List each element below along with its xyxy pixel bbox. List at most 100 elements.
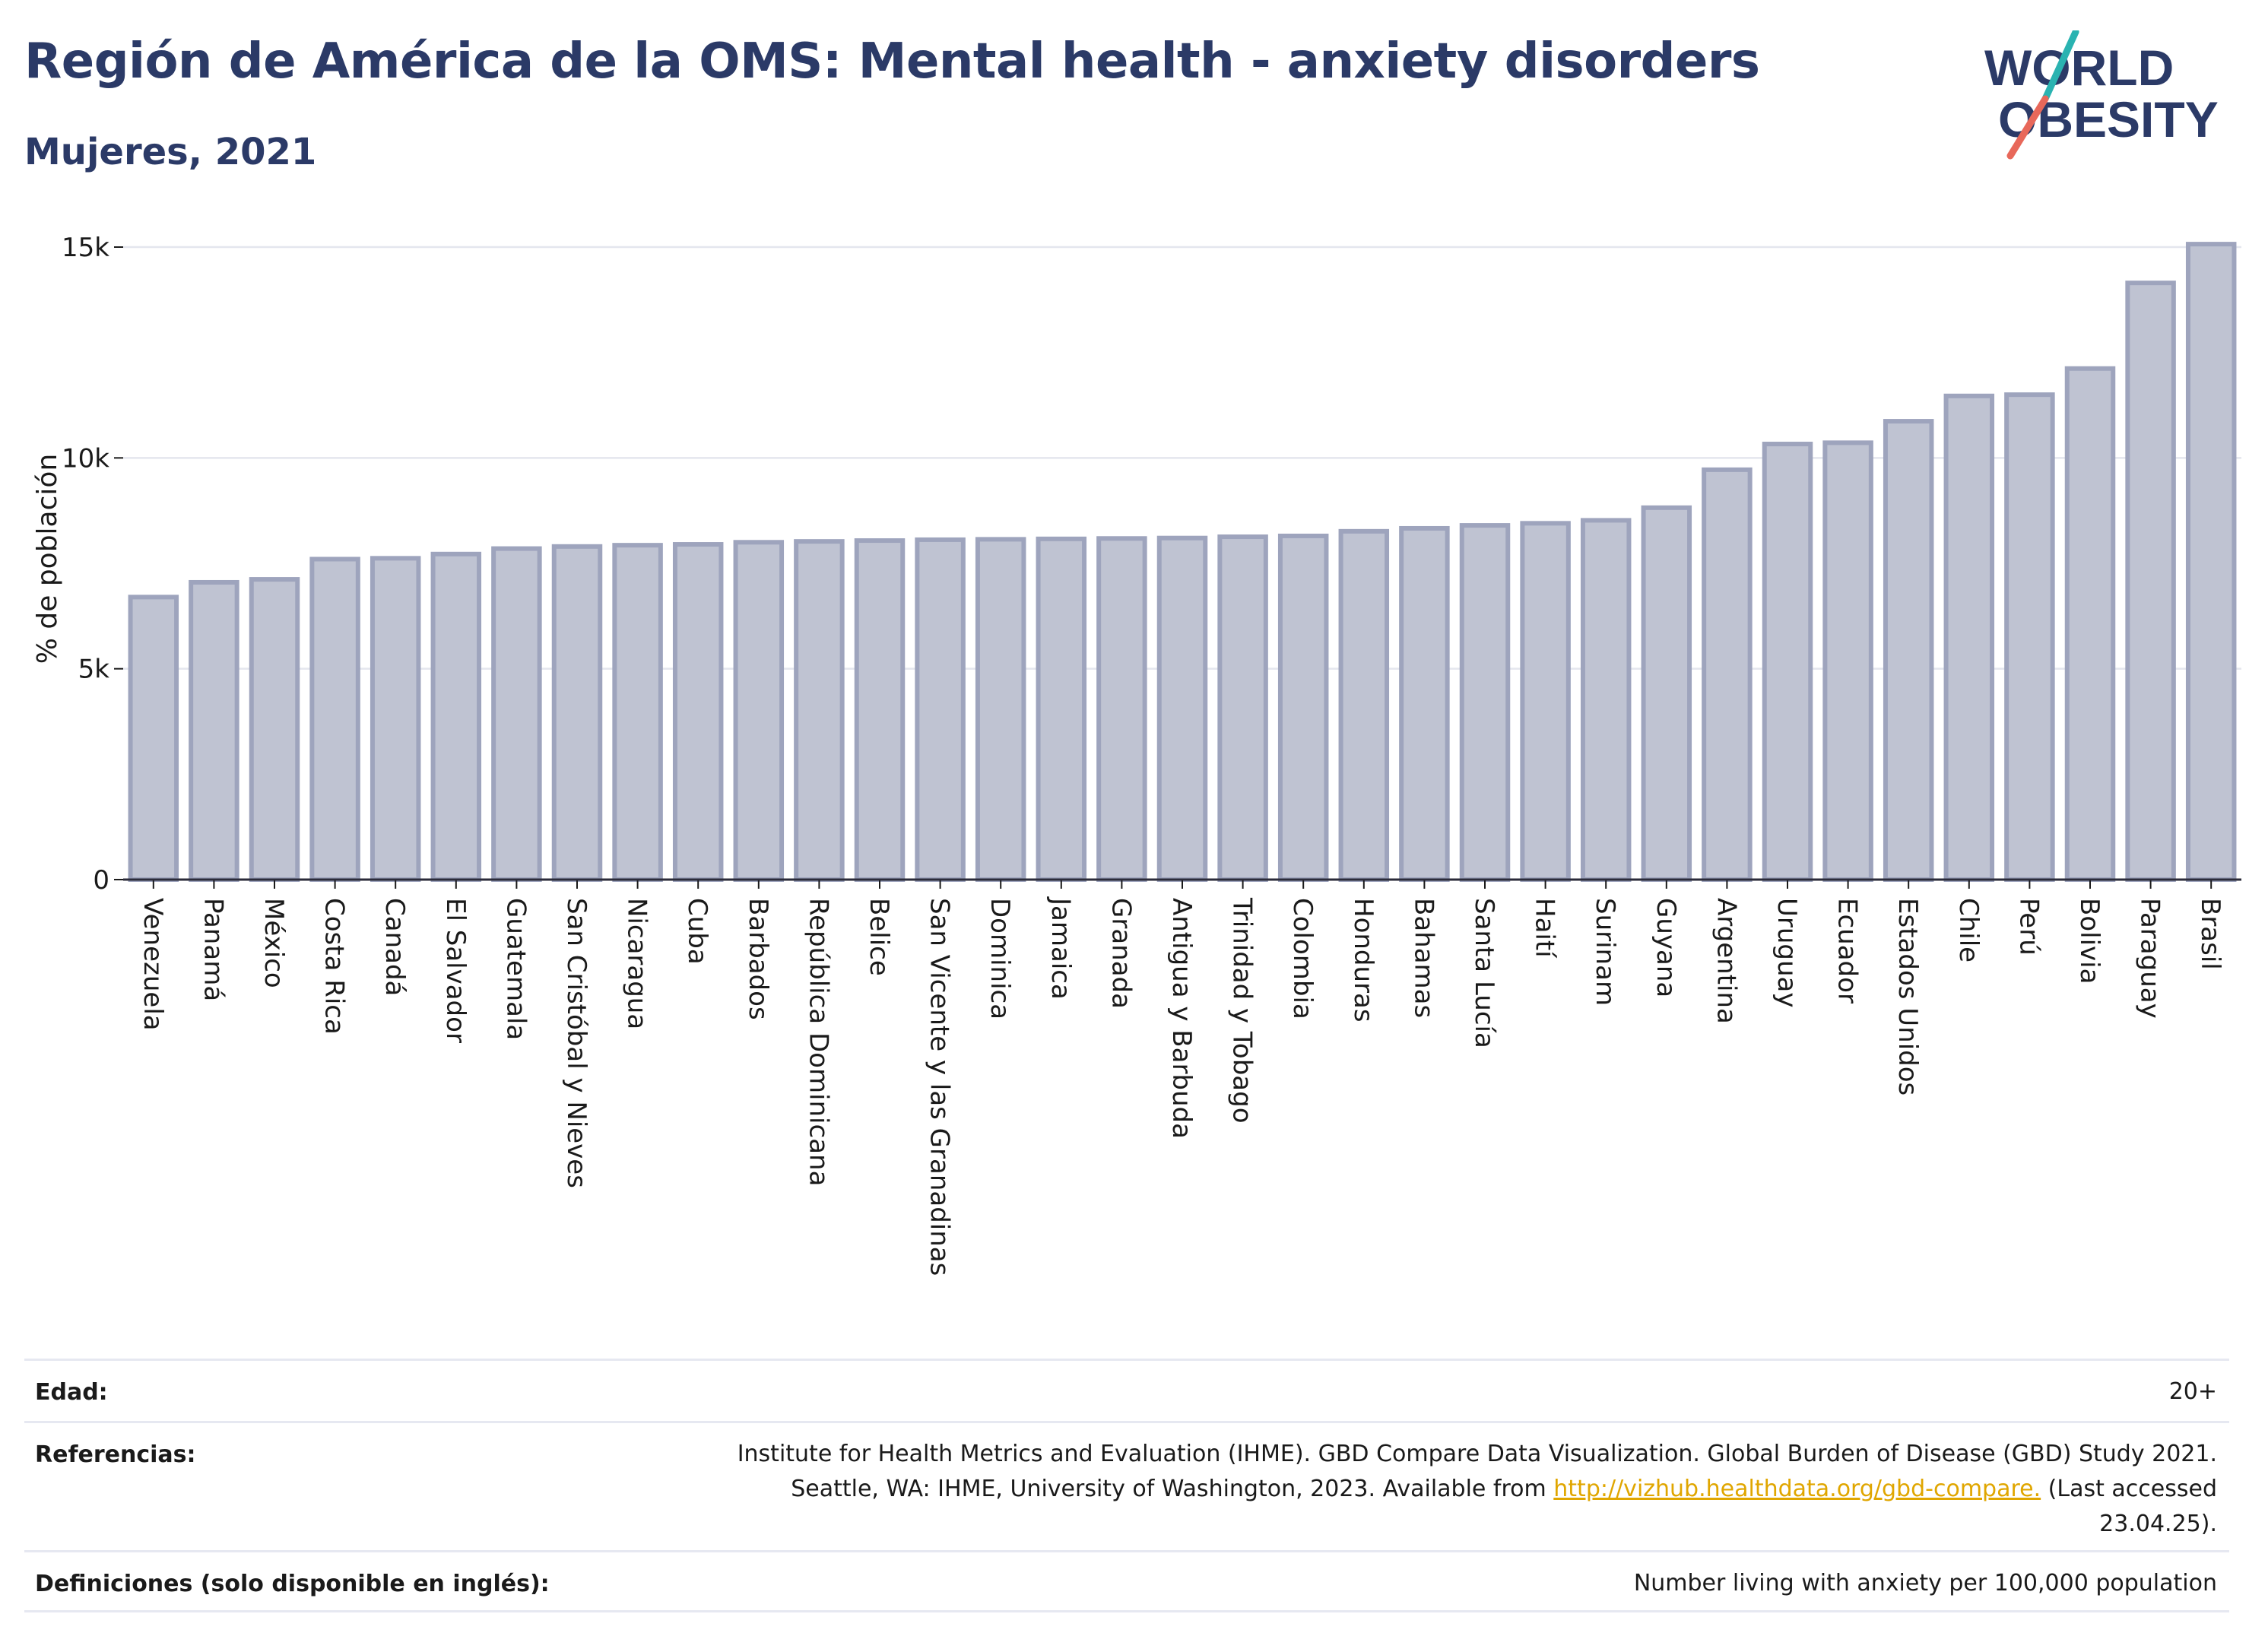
x-tick-label: Belice [864,898,894,976]
x-tick-label: Granada [1105,898,1136,1009]
bar [2125,281,2176,882]
x-tick-label: Bolivia [2074,898,2105,984]
bars [128,242,2237,883]
x-tick-label: Bahamas [1408,898,1439,1018]
info-row-references: Referencias: Institute for Health Metric… [24,1421,2229,1550]
x-tick-label: Guyana [1651,898,1681,997]
references-label: Referencias: [35,1441,196,1468]
bar [672,542,724,882]
bar [1096,536,1147,882]
bar [915,537,966,882]
bar [1520,521,1571,882]
age-label: Edad: [35,1379,108,1406]
bar [2064,366,2116,882]
x-tick-label: Brasil [2195,898,2225,970]
y-axis-label: % de población [32,454,63,664]
chart-subtitle: Mujeres, 2021 [24,131,317,173]
x-tick-label: El Salvador [440,898,471,1043]
info-table: Edad: 20+ Referencias: Institute for Hea… [24,1359,2229,1612]
bar [128,595,179,883]
x-tick-label: Surinam [1590,898,1620,1006]
bar [1702,467,1753,882]
x-tick-label: Haití [1530,898,1560,959]
info-row-age: Edad: 20+ [24,1359,2229,1421]
logo-line1: WORLD [1984,40,2174,96]
bar [733,540,785,882]
references-link[interactable]: http://vizhub.healthdata.org/gbd-compare… [1553,1476,2041,1502]
bar [1399,525,1450,882]
x-tick-label: Santa Lucía [1469,898,1499,1048]
logo-teal-stroke [2041,30,2079,103]
x-tick-label: Estados Unidos [1892,898,1923,1096]
x-tick-label: Jamaica [1045,896,1076,1000]
x-tick-label: Honduras [1348,898,1378,1023]
bar [975,537,1026,882]
bar [309,556,360,882]
references-line2-pre: Seattle, WA: IHME, University of Washing… [791,1476,1554,1502]
x-tick-label: Dominica [985,898,1015,1019]
x-tick-label: San Cristóbal y Nieves [561,898,592,1188]
x-tick-label: Nicaragua [622,898,652,1029]
bar [1459,523,1511,883]
info-row-definitions: Definiciones (solo disponible en inglés)… [24,1550,2229,1612]
x-tick-label: Trinidad y Tobago [1227,897,1258,1124]
x-tick-label: Antigua y Barbuda [1166,898,1197,1139]
x-tick-label: Uruguay [1772,898,1802,1008]
bar [612,543,663,883]
bar [249,577,300,882]
x-tick-label: Chile [1953,898,1984,962]
y-tick-label: 5k [78,655,110,685]
bar [1277,533,1329,882]
bar [794,539,845,882]
x-tick-label: Ecuador [1832,898,1863,1004]
chart-title: Región de América de la OMS: Mental heal… [24,33,1760,90]
bar [1943,393,1995,882]
x-tick-label: Costa Rica [319,898,350,1035]
references-value: Institute for Health Metrics and Evaluat… [738,1437,2217,1542]
references-line1: Institute for Health Metrics and Evaluat… [737,1441,2217,1467]
world-obesity-logo: WORLD OBESITY [1984,30,2219,160]
x-tick-label: Guatemala [500,898,531,1040]
bar [430,551,482,883]
bar [1883,419,1934,882]
y-tick-label: 10k [62,443,109,474]
bar [491,546,542,882]
bar [854,538,906,882]
x-tick-label: San Vicente y las Granadinas [925,898,955,1276]
bar [1036,536,1087,882]
bar-chart: 0 5k 10k 15k Venezuela Panamá México Costa Ric… [32,233,2241,1276]
logo-coral-stroke [2006,95,2049,160]
references-line2-post: (Last accessed [2041,1476,2217,1502]
x-tick-label: Colombia [1287,898,1318,1019]
x-tick-label: Cuba [682,898,712,965]
x-tick-label: Perú [2013,898,2044,956]
references-line2: Seattle, WA: IHME, University of Washing… [738,1472,2217,1507]
x-tick-label: Panamá [198,898,228,1001]
bar [2185,242,2237,883]
x-tick-label: Canadá [379,898,410,996]
bar [1580,518,1632,882]
bar [1156,535,1208,882]
x-tick-label: México [259,898,289,988]
x-tick-label: Barbados [743,898,773,1020]
bar [1217,534,1268,883]
x-tick-label: Argentina [1711,898,1741,1024]
x-tick-label: Venezuela [138,898,168,1031]
x-tick-label: República Dominicana [803,898,833,1186]
bar [1822,440,1873,882]
y-axis: 0 5k 10k 15k [62,233,123,896]
references-line3: 23.04.25). [2099,1511,2217,1537]
bar [1762,442,1813,882]
y-tick-label: 15k [62,233,109,263]
y-tick-label: 0 [93,865,109,896]
bar [1338,528,1390,882]
bar [2004,392,2055,882]
bar [1641,505,1692,882]
x-axis: Venezuela Panamá México Costa Rica Canadá El … [123,878,2241,1276]
bar [189,579,239,883]
definitions-value: Number living with anxiety per 100,000 p… [1633,1570,2217,1597]
definitions-label: Definiciones (solo disponible en inglés)… [35,1571,550,1597]
bar [370,556,421,882]
bar [551,544,603,883]
age-value: 20+ [2168,1378,2217,1405]
